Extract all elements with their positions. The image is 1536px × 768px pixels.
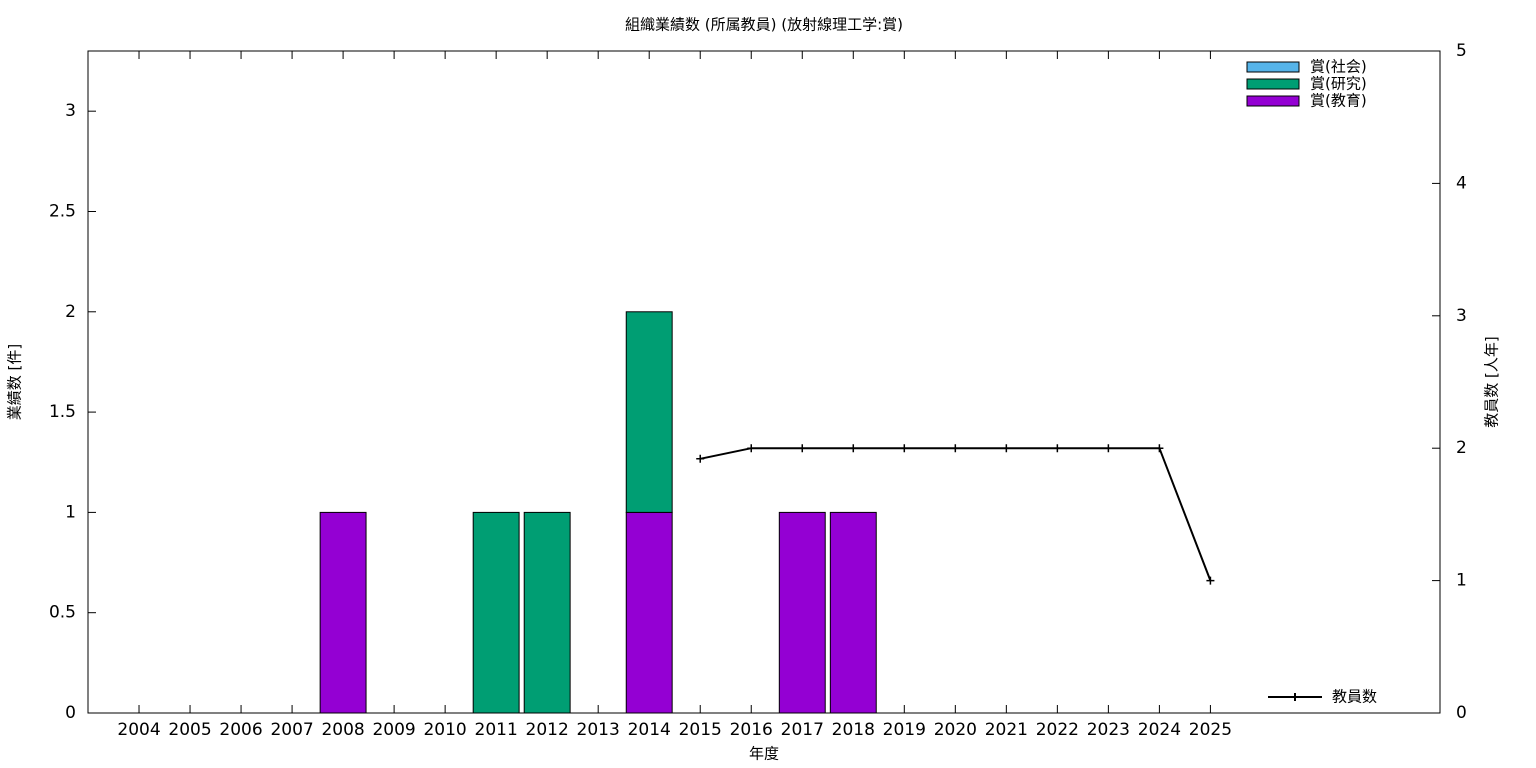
bar	[778, 511, 826, 714]
legend-swatch	[1268, 693, 1322, 701]
y2-tick-label: 1	[1456, 571, 1467, 591]
point	[798, 444, 807, 453]
point	[1206, 576, 1215, 585]
bar	[523, 511, 571, 714]
y-tick-label: 0	[65, 703, 76, 723]
legend-label: 教員数	[1332, 688, 1377, 706]
y-tick-label: 0.5	[49, 603, 76, 623]
bar	[625, 511, 673, 714]
point	[1002, 444, 1011, 453]
legend-label: 賞(研究)	[1310, 75, 1367, 93]
point	[696, 454, 705, 463]
x-tick-label: 2019	[883, 720, 926, 740]
x-tick-label: 2004	[117, 720, 160, 740]
bar	[625, 311, 673, 513]
legend-swatch	[1246, 61, 1300, 73]
x-tick-label: 2025	[1189, 720, 1232, 740]
x-tick-label: 2013	[577, 720, 620, 740]
bar	[472, 511, 520, 714]
x-tick-label: 2006	[219, 720, 262, 740]
x-tick-label: 2007	[270, 720, 313, 740]
x-tick-label: 2021	[985, 720, 1028, 740]
x-tick-label: 2015	[679, 720, 722, 740]
legend-label: 賞(社会)	[1310, 58, 1367, 76]
legend-swatch	[1246, 78, 1300, 90]
y-tick-label: 3	[65, 101, 76, 121]
x-tick-label: 2016	[730, 720, 773, 740]
y-axis-label: 業績数 [件]	[6, 344, 24, 420]
x-tick-label: 2005	[168, 720, 211, 740]
line	[700, 447, 1212, 581]
y-tick-label: 2	[65, 302, 76, 322]
point	[900, 444, 909, 453]
x-tick-label: 2024	[1138, 720, 1181, 740]
x-tick-label: 2017	[781, 720, 824, 740]
y-tick-label: 2.5	[49, 201, 76, 221]
x-tick-label: 2010	[423, 720, 466, 740]
x-tick-label: 2018	[832, 720, 875, 740]
point	[849, 444, 858, 453]
y2-tick-label: 4	[1456, 173, 1467, 193]
bar	[829, 511, 877, 714]
x-tick-label: 2008	[321, 720, 364, 740]
legend-label: 賞(教育)	[1310, 92, 1367, 110]
x-tick-label: 2022	[1036, 720, 1079, 740]
point	[1155, 444, 1164, 453]
x-tick-label: 2009	[372, 720, 415, 740]
x-tick-label: 2020	[934, 720, 977, 740]
y2-axis-label: 教員数 [人年]	[1483, 336, 1501, 427]
x-tick-label: 2023	[1087, 720, 1130, 740]
x-tick-label: 2011	[475, 720, 518, 740]
x-axis-label: 年度	[749, 745, 779, 763]
y2-tick-label: 3	[1456, 306, 1467, 326]
x-tick-label: 2012	[526, 720, 569, 740]
point	[1053, 444, 1062, 453]
point	[747, 444, 756, 453]
y2-tick-label: 5	[1456, 41, 1467, 61]
y-tick-label: 1	[65, 502, 76, 522]
chart-title: 組織業績数 (所属教員) (放射線理工学:賞)	[625, 16, 903, 34]
point	[951, 444, 960, 453]
legend-swatch	[1246, 95, 1300, 107]
y2-tick-label: 2	[1456, 438, 1467, 458]
point	[1104, 444, 1113, 453]
x-tick-label: 2014	[628, 720, 671, 740]
bar	[319, 511, 367, 714]
y2-tick-label: 0	[1456, 703, 1467, 723]
y-tick-label: 1.5	[49, 402, 76, 422]
plot-frame	[87, 50, 1441, 714]
